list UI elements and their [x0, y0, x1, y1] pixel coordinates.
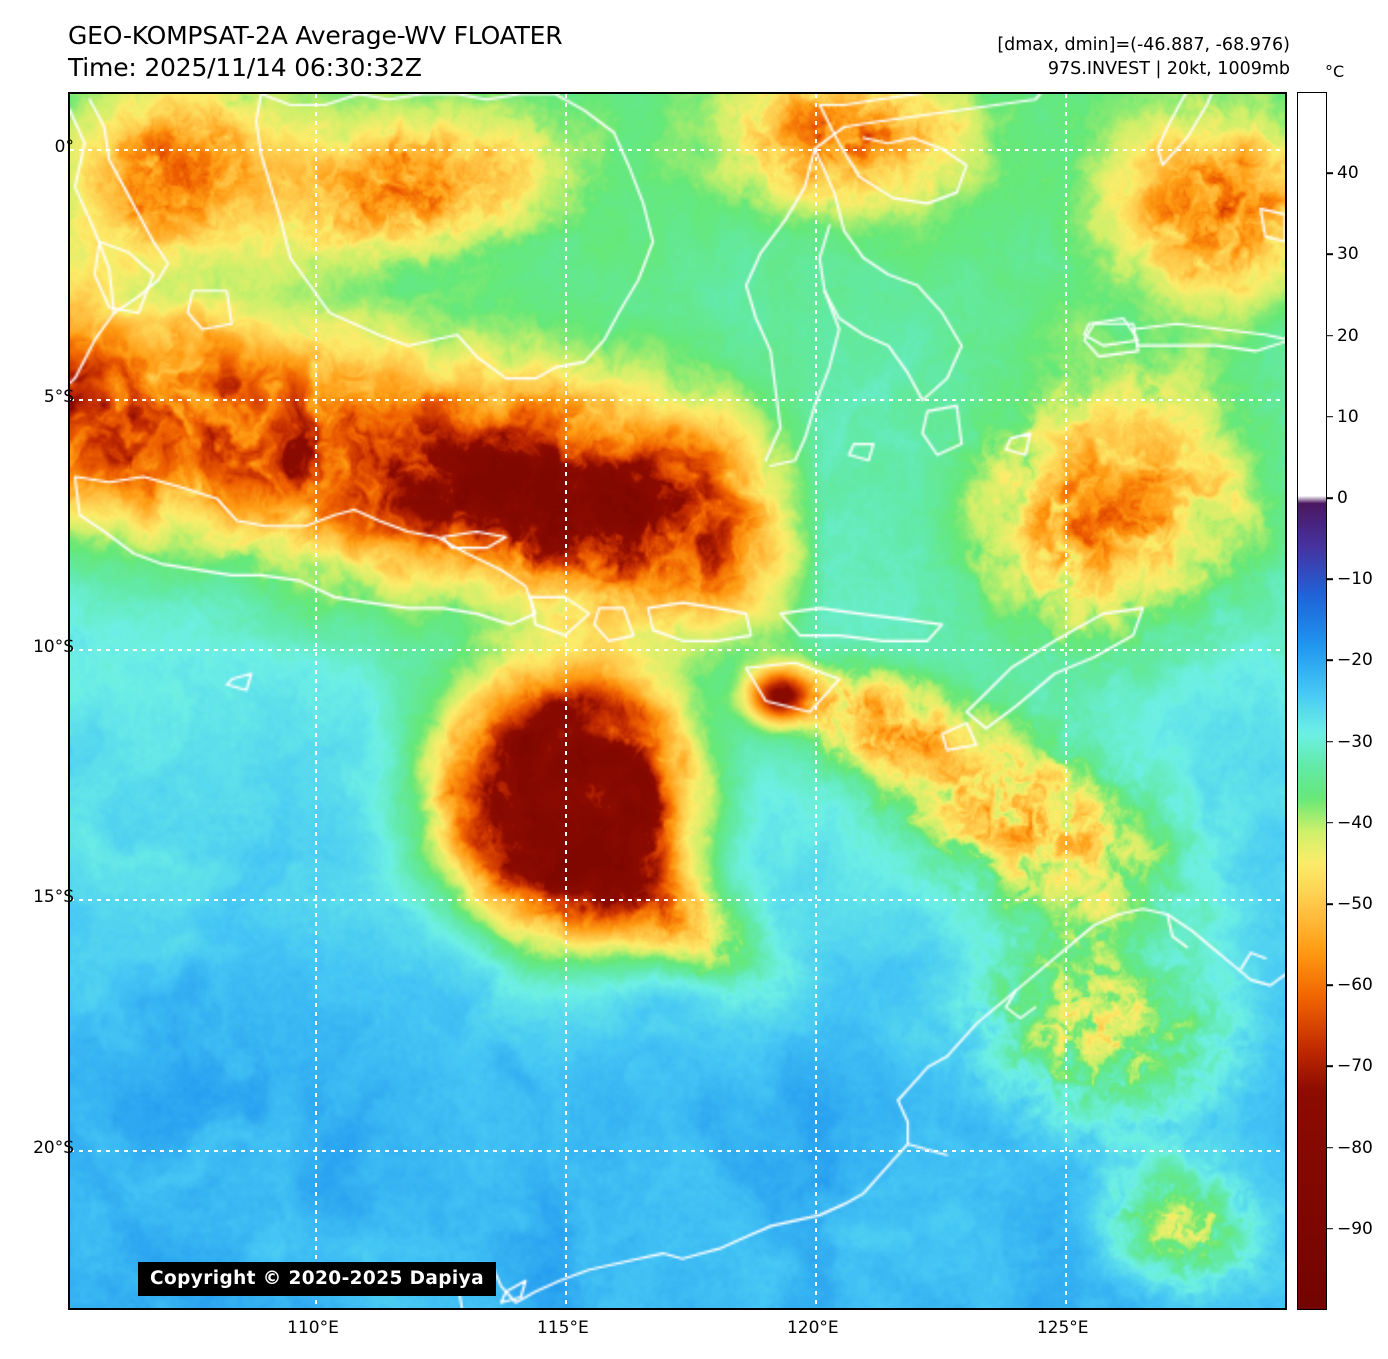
satellite-image-plot[interactable]: Copyright © 2020-2025 Dapiya: [68, 92, 1287, 1310]
lat-tick-label: 10°S: [33, 637, 74, 658]
colorbar-tick-mark: [1327, 334, 1333, 337]
colorbar-tick-mark: [1327, 253, 1333, 256]
time-text: Time: 2025/11/14 06:30:32Z: [68, 53, 422, 82]
colorbar-tick-mark: [1327, 1065, 1333, 1068]
lon-tick-label: 110°E: [287, 1318, 339, 1338]
colorbar[interactable]: [1297, 92, 1327, 1310]
storm-info-text: 97S.INVEST | 20kt, 1009mb: [1047, 59, 1290, 79]
colorbar-tick-mark: [1327, 172, 1333, 174]
colorbar-tick-label: −80: [1337, 1137, 1373, 1158]
colorbar-tick-label: −60: [1337, 975, 1373, 996]
colorbar-tick-mark: [1327, 416, 1333, 418]
lon-tick-label: 120°E: [786, 1318, 839, 1338]
title-text: GEO-KOMPSAT-2A Average-WV FLOATER: [68, 21, 563, 50]
colorbar-tick-label: 30: [1337, 244, 1359, 265]
colorbar-tick-label: −40: [1337, 812, 1373, 833]
colorbar-gradient: [1297, 92, 1327, 1310]
colorbar-unit-label: °C: [1325, 62, 1345, 81]
colorbar-tick-mark: [1327, 578, 1333, 580]
colorbar-tick-label: −10: [1337, 569, 1373, 590]
lat-tick-label: 5°S: [43, 387, 74, 408]
colorbar-tick-mark: [1327, 984, 1333, 986]
lon-tick-label: 115°E: [537, 1318, 589, 1338]
colorbar-tick-label: −20: [1337, 650, 1373, 671]
page-title: GEO-KOMPSAT-2A Average-WV FLOATER Time: …: [68, 20, 563, 84]
colorbar-tick-label: 10: [1337, 406, 1359, 427]
colorbar-tick-label: −50: [1337, 894, 1373, 914]
satellite-imagery-canvas: [70, 94, 1285, 1308]
colorbar-tick-mark: [1327, 497, 1333, 499]
lat-tick-label: 15°S: [33, 887, 74, 908]
colorbar-tick-label: 0: [1337, 488, 1348, 508]
colorbar-tick-mark: [1327, 740, 1333, 743]
lat-tick-label: 0°: [54, 137, 74, 158]
colorbar-tick-mark: [1327, 659, 1333, 662]
colorbar-tick-mark: [1327, 822, 1333, 824]
colorbar-tick-mark: [1327, 1228, 1333, 1230]
colorbar-tick-mark: [1327, 1146, 1333, 1149]
dmax-dmin-text: [dmax, dmin]=(-46.887, -68.976): [997, 35, 1290, 55]
colorbar-tick-mark: [1327, 903, 1333, 905]
colorbar-tick-label: 20: [1337, 325, 1359, 346]
colorbar-tick-label: 40: [1337, 163, 1359, 184]
copyright-badge: Copyright © 2020-2025 Dapiya: [138, 1262, 496, 1296]
header-info: [dmax, dmin]=(-46.887, -68.976) 97S.INVE…: [997, 33, 1290, 81]
colorbar-tick-label: −70: [1337, 1056, 1373, 1077]
lon-tick-label: 125°E: [1036, 1318, 1089, 1338]
colorbar-tick-label: −90: [1337, 1218, 1373, 1239]
colorbar-tick-label: −30: [1337, 731, 1373, 752]
lat-tick-label: 20°S: [33, 1137, 74, 1158]
